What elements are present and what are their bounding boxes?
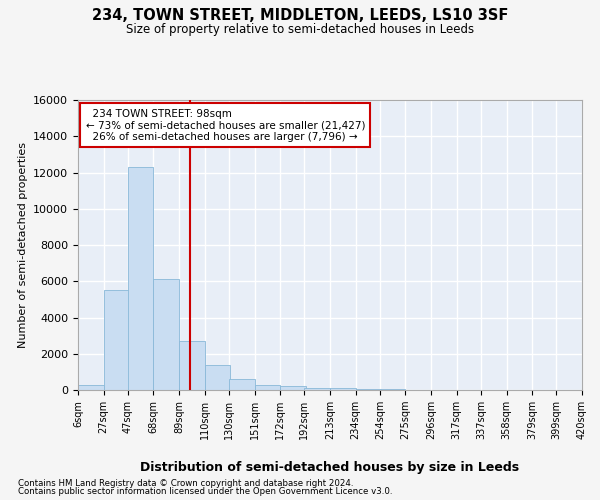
Y-axis label: Number of semi-detached properties: Number of semi-detached properties xyxy=(17,142,28,348)
Bar xyxy=(154,280,179,390)
Bar xyxy=(330,388,356,390)
Bar xyxy=(128,167,154,390)
Text: 234, TOWN STREET, MIDDLETON, LEEDS, LS10 3SF: 234, TOWN STREET, MIDDLETON, LEEDS, LS10… xyxy=(92,8,508,22)
Bar xyxy=(104,290,129,390)
Bar xyxy=(78,384,104,390)
Bar xyxy=(304,388,330,390)
Text: Contains public sector information licensed under the Open Government Licence v3: Contains public sector information licen… xyxy=(18,487,392,496)
Bar xyxy=(229,379,254,390)
Bar xyxy=(356,389,381,390)
Text: Size of property relative to semi-detached houses in Leeds: Size of property relative to semi-detach… xyxy=(126,22,474,36)
Bar xyxy=(254,384,280,390)
Bar xyxy=(205,364,230,390)
Bar xyxy=(179,341,205,390)
Bar xyxy=(280,386,305,390)
Text: Contains HM Land Registry data © Crown copyright and database right 2024.: Contains HM Land Registry data © Crown c… xyxy=(18,478,353,488)
Bar xyxy=(380,389,406,390)
Text: Distribution of semi-detached houses by size in Leeds: Distribution of semi-detached houses by … xyxy=(140,461,520,474)
Text: 234 TOWN STREET: 98sqm
← 73% of semi-detached houses are smaller (21,427)
  26% : 234 TOWN STREET: 98sqm ← 73% of semi-det… xyxy=(86,108,365,142)
